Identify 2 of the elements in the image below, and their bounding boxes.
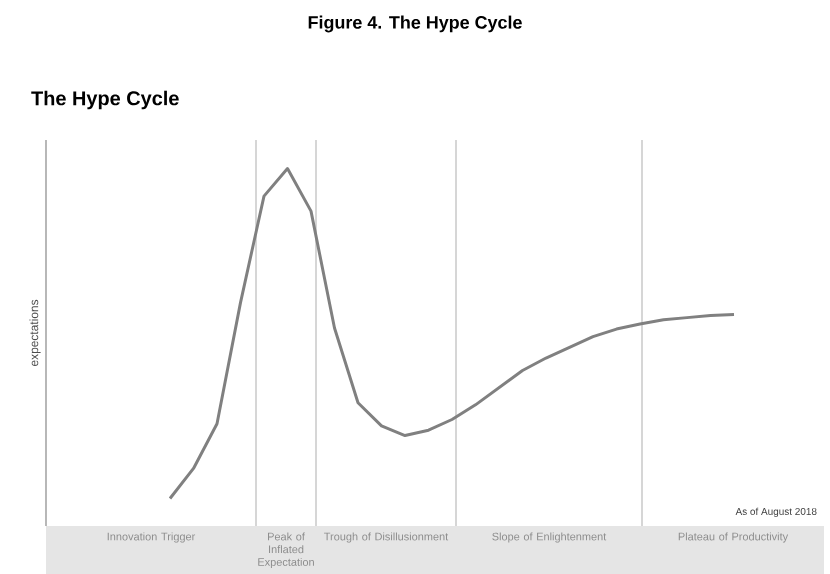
chart-title: Figure 4. The Hype Cycle <box>308 15 522 33</box>
chart-subtitle: The Hype Cycle <box>31 90 179 110</box>
